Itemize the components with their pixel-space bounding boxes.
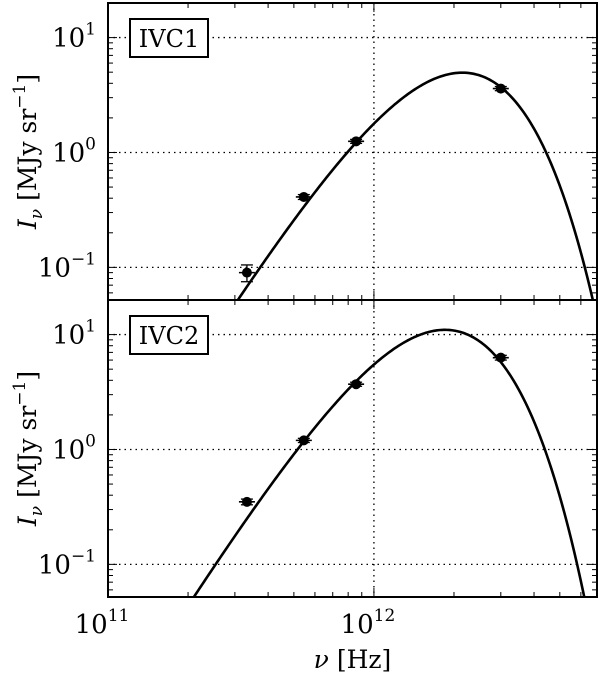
panel-label-box — [129, 315, 209, 355]
y-tick-base: 10 — [52, 321, 85, 351]
y-tick-base: 10 — [38, 550, 71, 580]
y-tick-base: 10 — [52, 24, 85, 54]
panel-label: IVC1 — [139, 25, 199, 53]
y-tick-base: 10 — [38, 253, 71, 283]
data-point — [348, 379, 365, 390]
y-tick-label: 101 — [52, 20, 96, 54]
y-label-unit: [MJy sr — [13, 109, 42, 209]
data-point — [295, 435, 312, 446]
y-label-symbol: I — [13, 218, 42, 230]
y-tick-exponent: 0 — [85, 134, 96, 154]
data-point — [348, 136, 365, 147]
y-tick-exponent: −1 — [71, 546, 96, 566]
y-label-symbol: I — [13, 515, 42, 527]
data-point — [492, 352, 509, 363]
data-marker — [298, 191, 309, 202]
y-tick-exponent: 1 — [85, 20, 96, 40]
data-marker — [495, 83, 506, 94]
x-tick-exponent: 11 — [108, 606, 130, 626]
y-tick-label: 10−1 — [38, 546, 96, 580]
y-tick-label: 101 — [52, 317, 96, 351]
y-label-subscript: ν — [27, 506, 47, 516]
data-marker — [241, 496, 252, 507]
data-point — [238, 264, 255, 283]
y-tick-exponent: 1 — [85, 317, 96, 337]
y-tick-exponent: 0 — [85, 431, 96, 451]
data-point — [238, 496, 255, 507]
model-curve — [236, 71, 595, 300]
x-label-symbol: ν — [314, 645, 329, 674]
data-marker — [495, 352, 506, 363]
x-tick-exponent: 12 — [374, 606, 396, 626]
y-label-unit-close: ] — [13, 74, 42, 84]
data-point — [295, 191, 312, 202]
x-label-unit: [Hz] — [329, 645, 391, 674]
y-label-subscript: ν — [27, 209, 47, 219]
y-label-unit-exponent: −1 — [10, 381, 30, 406]
panel-label-box — [129, 18, 209, 58]
y-label-unit-exponent: −1 — [10, 84, 30, 109]
data-marker — [241, 267, 252, 278]
x-tick-base: 10 — [341, 610, 374, 640]
x-axis-label: ν [Hz] — [314, 645, 392, 674]
plot-frame — [107, 299, 598, 598]
y-tick-label: 100 — [52, 431, 96, 465]
data-point — [492, 83, 509, 94]
data-marker — [351, 136, 362, 147]
y-tick-label: 100 — [52, 134, 96, 168]
x-tick-label: 1012 — [341, 606, 396, 640]
y-label-unit-close: ] — [13, 371, 42, 381]
x-tick-base: 10 — [75, 610, 108, 640]
y-tick-base: 10 — [52, 138, 85, 168]
x-tick-label: 1011 — [75, 606, 130, 640]
model-curve — [192, 328, 586, 597]
y-tick-base: 10 — [52, 435, 85, 465]
y-tick-label: 10−1 — [38, 249, 96, 283]
y-axis-label: Iν [MJy sr−1] — [10, 74, 47, 230]
data-marker — [351, 379, 362, 390]
data-marker — [298, 435, 309, 446]
y-axis-label: Iν [MJy sr−1] — [10, 371, 47, 527]
y-label-unit: [MJy sr — [13, 406, 42, 506]
y-tick-exponent: −1 — [71, 249, 96, 269]
panel-label: IVC2 — [139, 322, 199, 350]
